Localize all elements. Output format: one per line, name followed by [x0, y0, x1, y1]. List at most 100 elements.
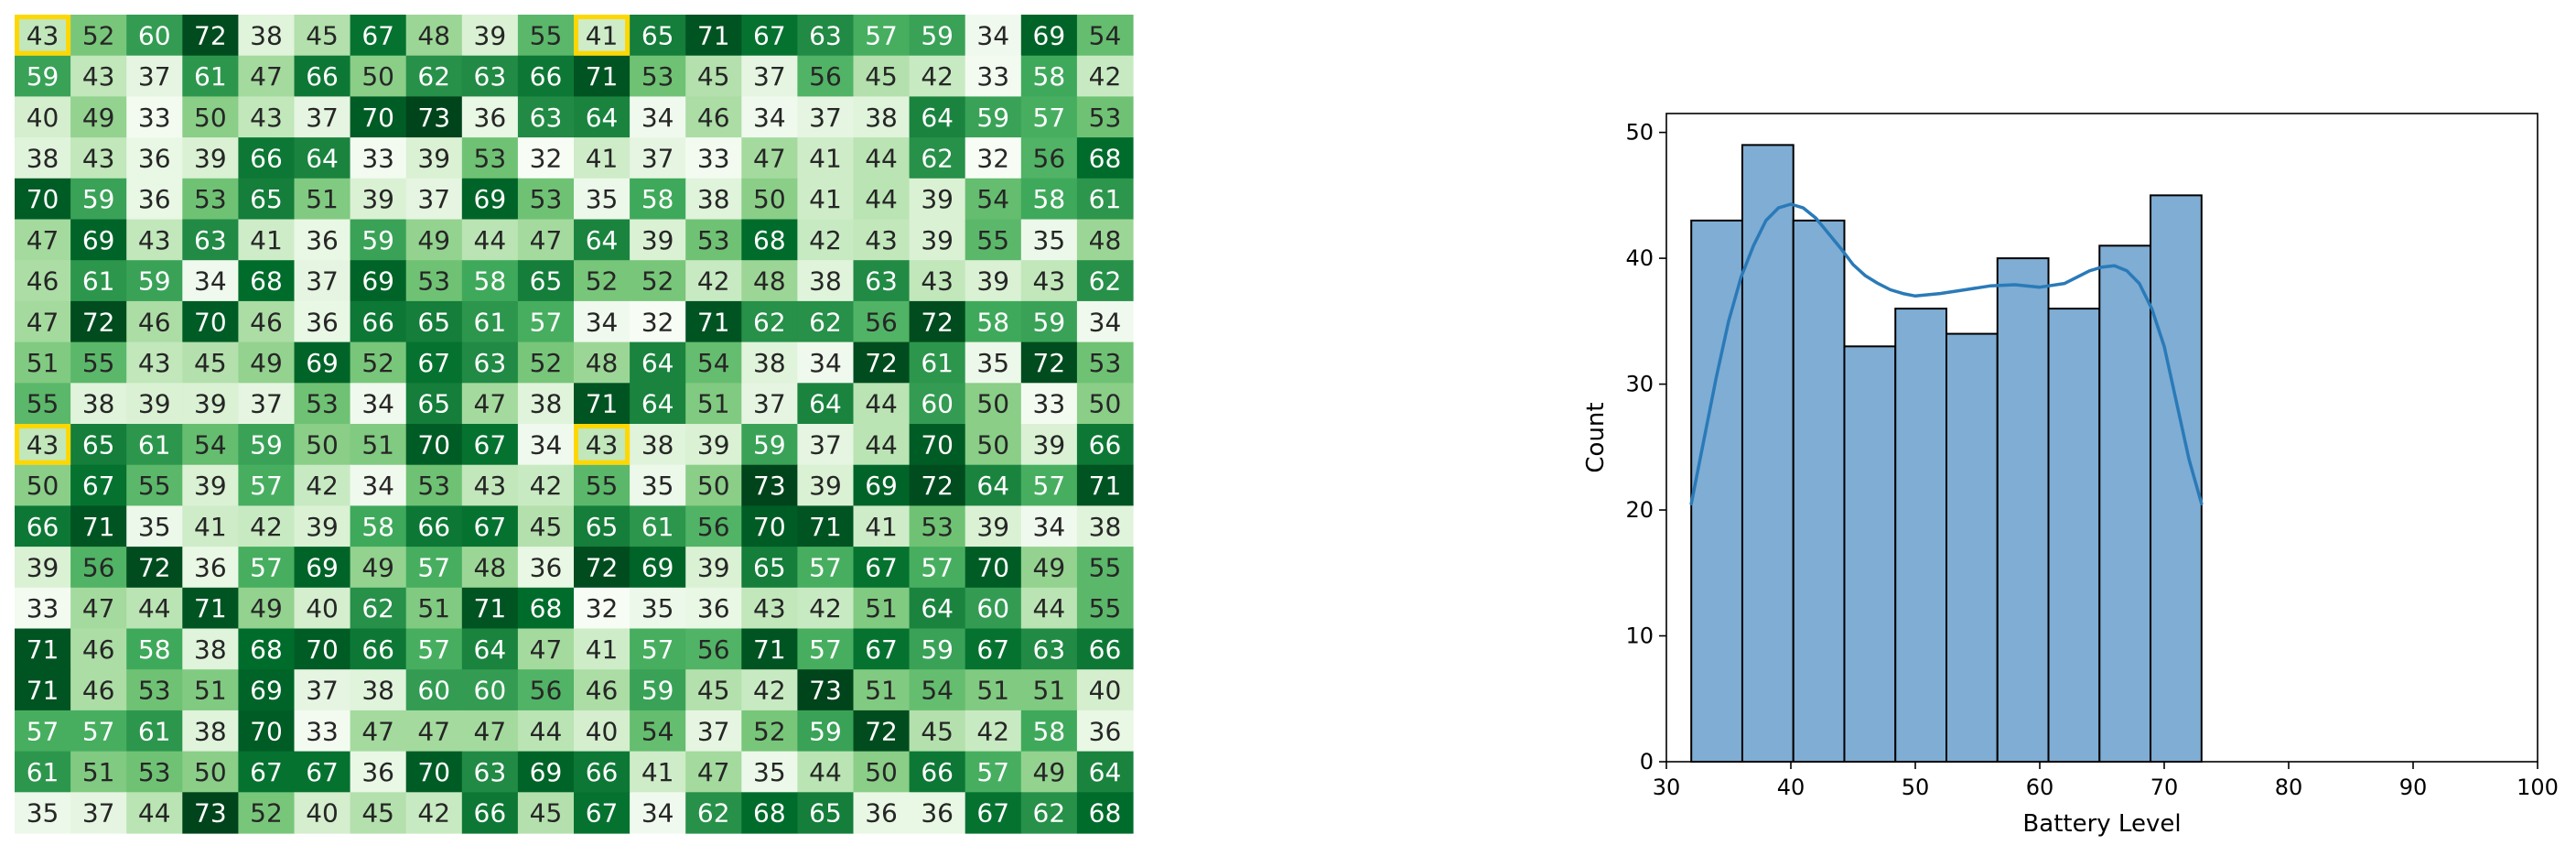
heatmap-cell-value: 65 — [809, 798, 842, 829]
heatmap-cell — [350, 547, 407, 589]
heatmap-cell-value: 35 — [976, 348, 1009, 378]
heatmap-cell-value: 49 — [1033, 552, 1066, 582]
heatmap-cell — [909, 424, 966, 466]
heatmap-cell-value: 72 — [865, 716, 898, 746]
heatmap-cell-value: 63 — [474, 348, 507, 378]
heatmap-cell-value: 55 — [530, 20, 563, 50]
heatmap-cell-value: 51 — [194, 676, 227, 706]
heatmap-cell — [126, 792, 183, 834]
heatmap-cell — [741, 178, 798, 221]
heatmap-cell-value: 39 — [194, 389, 227, 419]
heatmap-cell — [405, 300, 463, 343]
heatmap-cell-value: 32 — [586, 593, 619, 623]
heatmap-cell — [294, 587, 351, 630]
heatmap-cell-value: 37 — [82, 798, 115, 829]
heatmap-cell — [853, 96, 911, 138]
heatmap-cell — [15, 710, 71, 753]
heatmap-cell-value: 38 — [27, 143, 59, 173]
heatmap-cell — [350, 178, 407, 221]
heatmap-cell — [405, 137, 463, 179]
heatmap-cell — [182, 341, 239, 384]
heatmap-cell-value: 68 — [530, 593, 563, 623]
heatmap-cell — [797, 710, 855, 753]
heatmap-cell — [1020, 505, 1078, 547]
heatmap-cell — [630, 260, 686, 302]
heatmap-cell-value: 41 — [586, 143, 619, 173]
heatmap-cell — [294, 751, 351, 793]
heatmap-cell — [965, 710, 1022, 753]
heatmap-cell — [405, 260, 463, 302]
heatmap-cell-value: 57 — [82, 716, 115, 746]
heatmap-cell-value: 71 — [809, 512, 842, 542]
y-tick-label: 20 — [1625, 497, 1654, 523]
heatmap-cell — [517, 260, 575, 302]
heatmap-cell — [350, 383, 407, 425]
heatmap-cell — [1076, 669, 1134, 711]
heatmap-cell-value: 32 — [976, 143, 1009, 173]
heatmap-cell — [797, 55, 855, 97]
heatmap-cell — [238, 547, 296, 589]
heatmap-cell — [574, 219, 631, 261]
heatmap-cell-value: 57 — [1033, 471, 1066, 501]
heatmap-cell — [405, 383, 463, 425]
heatmap-cell-value: 66 — [586, 757, 619, 787]
heatmap-cell — [965, 260, 1022, 302]
heatmap-cell — [15, 219, 71, 261]
heatmap-cell-value: 53 — [1089, 348, 1122, 378]
heatmap-cell — [853, 260, 911, 302]
heatmap-cell — [461, 587, 519, 630]
heatmap-cell-value: 65 — [250, 184, 283, 214]
heatmap-cell — [461, 464, 519, 506]
heatmap-cell-value: 57 — [417, 634, 450, 665]
heatmap-cell — [15, 55, 71, 97]
heatmap-cell-value: 64 — [474, 634, 507, 665]
heatmap-cell-value: 66 — [921, 757, 954, 787]
heatmap-cell-value: 70 — [361, 103, 394, 133]
heatmap-cell-value: 67 — [82, 471, 115, 501]
heatmap-cell-value: 64 — [586, 103, 619, 133]
heatmap-cell-value: 53 — [138, 676, 171, 706]
heatmap-cell — [741, 383, 798, 425]
heatmap-cell-value: 45 — [530, 512, 563, 542]
heatmap-cell-value: 35 — [641, 593, 674, 623]
heatmap-cell — [294, 547, 351, 589]
heatmap-cell — [517, 587, 575, 630]
heatmap-cell — [741, 15, 798, 57]
heatmap-cell — [1076, 547, 1134, 589]
heatmap-cell — [1076, 300, 1134, 343]
heatmap-cell — [405, 464, 463, 506]
heatmap-cell-value: 73 — [753, 471, 786, 501]
heatmap-cell-value: 72 — [82, 307, 115, 337]
heatmap-cell-value: 73 — [809, 676, 842, 706]
heatmap-cell-value: 57 — [641, 634, 674, 665]
heatmap-cell-value: 32 — [641, 307, 674, 337]
heatmap-cell-value: 63 — [809, 20, 842, 50]
heatmap-cell — [15, 260, 71, 302]
heatmap-cell — [574, 751, 631, 793]
heatmap-cell-value: 32 — [530, 143, 563, 173]
heatmap-cell-value: 33 — [361, 143, 394, 173]
heatmap-cell-value: 71 — [753, 634, 786, 665]
heatmap-cell-value: 35 — [641, 471, 674, 501]
heatmap-cell — [630, 137, 686, 179]
heatmap-cell-value: 34 — [753, 103, 786, 133]
heatmap-cell-value: 60 — [921, 389, 954, 419]
heatmap-cell — [405, 547, 463, 589]
heatmap-cell — [517, 383, 575, 425]
heatmap-cell — [853, 547, 911, 589]
heatmap-cell-value: 37 — [417, 184, 450, 214]
heatmap-cell — [909, 15, 966, 57]
heatmap-cell — [350, 424, 407, 466]
heatmap-cell — [797, 628, 855, 670]
heatmap-cell — [238, 710, 296, 753]
y-tick-label: 50 — [1625, 120, 1654, 146]
heatmap-cell — [405, 505, 463, 547]
heatmap-cell-value: 44 — [138, 798, 171, 829]
heatmap-cell-value: 68 — [753, 798, 786, 829]
histogram-bars — [1690, 144, 2203, 764]
heatmap-cell — [574, 300, 631, 343]
heatmap-cell-value: 34 — [530, 429, 563, 460]
heatmap-cell-value: 41 — [809, 143, 842, 173]
heatmap-cell-value: 69 — [530, 757, 563, 787]
heatmap-cell — [574, 464, 631, 506]
